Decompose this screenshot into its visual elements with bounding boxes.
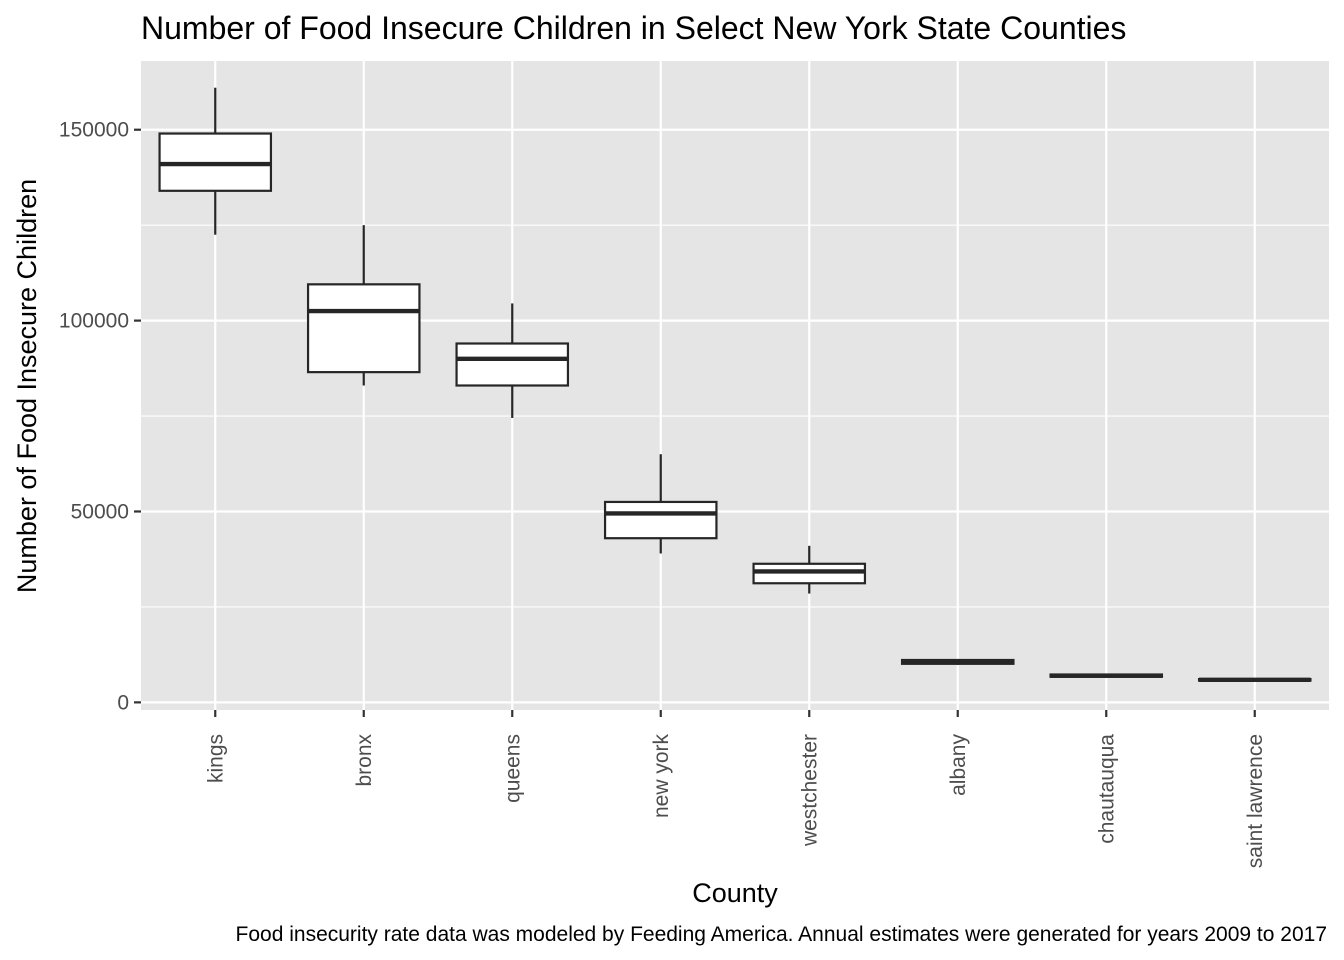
box-body <box>455 342 570 387</box>
y-tick-label: 150000 <box>59 119 129 142</box>
box-chautauqua <box>1049 673 1164 678</box>
boxes <box>158 87 1312 683</box>
x-tick-label: kings <box>204 734 227 783</box>
y-axis-title: Number of Food Insecure Children <box>12 179 42 593</box>
box-albany <box>900 658 1015 665</box>
box-body <box>306 283 421 374</box>
x-tick-label: saint lawrence <box>1244 734 1267 868</box>
box-new-york <box>603 454 718 554</box>
y-tick-label: 0 <box>117 691 129 714</box>
x-axis-title: County <box>692 878 778 908</box>
y-tick-label: 50000 <box>71 500 129 523</box>
x-tick-label: new york <box>650 734 673 819</box>
x-tick-label: queens <box>501 734 524 803</box>
box-bronx <box>306 225 421 386</box>
axes: 0 50000 100000 150000 kings bronx queens new yo… <box>59 119 1267 869</box>
box-westchester <box>752 545 867 594</box>
x-tick-label: chautauqua <box>1095 734 1118 844</box>
plot-panel <box>141 61 1329 710</box>
chart-title: Number of Food Insecure Children in Sele… <box>141 10 1126 46</box>
y-tick-label: 100000 <box>59 310 129 333</box>
x-tick-label: bronx <box>353 734 376 787</box>
box-queens <box>455 303 570 418</box>
box-kings <box>158 87 273 235</box>
x-tick-label: westchester <box>798 734 821 847</box>
box-saint-lawrence <box>1197 677 1312 683</box>
x-tick-label: albany <box>947 734 970 796</box>
chart-caption: Food insecurity rate data was modeled by… <box>236 923 1327 946</box>
box-body <box>603 500 718 540</box>
